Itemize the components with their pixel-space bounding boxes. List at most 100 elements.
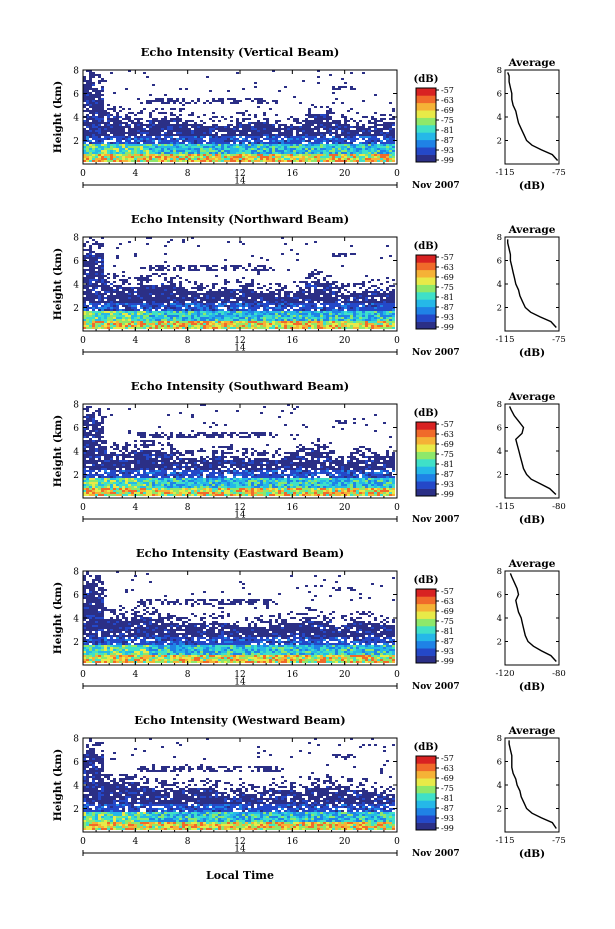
month-label: Nov 2007 <box>412 682 460 692</box>
colorbar-frame <box>415 254 437 330</box>
x-tick-label: 16 <box>287 503 299 513</box>
colorbar-swatch <box>416 640 436 649</box>
colorbar-tick-label: -99 <box>441 156 454 165</box>
y-tick-label: 2 <box>73 137 79 147</box>
colorbar-tick-label: -87 <box>441 136 454 145</box>
x-tick-label: 20 <box>339 837 351 847</box>
colorbar-swatch <box>416 626 436 634</box>
x-tick-label: 0 <box>394 169 400 179</box>
average-x-tick-label: -80 <box>552 669 566 679</box>
average-frame <box>504 570 560 666</box>
average-y-tick-label: 8 <box>497 66 502 76</box>
average-y-tick-label: 4 <box>497 280 502 290</box>
colorbar-swatch <box>416 596 436 605</box>
colorbar-swatch <box>416 117 436 126</box>
average-y-tick-label: 6 <box>497 257 502 267</box>
colorbar-swatch <box>416 102 436 111</box>
colorbar-tick-label: -81 <box>441 794 454 803</box>
colorbar-swatch <box>416 262 436 271</box>
x-tick-label: 8 <box>185 336 191 346</box>
colorbar-swatch <box>416 422 436 430</box>
colorbar-swatch <box>416 589 436 597</box>
colorbar-swatch <box>416 255 436 263</box>
x-tick-label: 12 <box>234 336 245 346</box>
colorbar-frame <box>415 87 437 163</box>
average-profile-line <box>507 72 559 161</box>
y-axis-label: Height (km) <box>52 248 64 320</box>
colorbar-swatch <box>416 451 436 460</box>
average-title: Average <box>508 224 556 236</box>
colorbar-tick-label: -75 <box>441 617 454 626</box>
colorbar-swatch <box>416 125 436 133</box>
colorbar-tick-label: -63 <box>441 430 454 439</box>
colorbar-tick-label: -93 <box>441 146 454 155</box>
colorbar-tick-label: -81 <box>441 126 454 135</box>
date-label: 14 <box>234 845 246 855</box>
x-tick-label: 20 <box>339 169 351 179</box>
month-label: Nov 2007 <box>412 348 460 358</box>
average-y-tick-label: 2 <box>497 304 502 314</box>
x-tick-label: 12 <box>234 837 245 847</box>
panel-5: Echo Intensity (Westward Beam) 2 4 6 8 Height… <box>52 713 566 860</box>
colorbar-frame <box>415 755 437 831</box>
panel-4: Echo Intensity (Eastward Beam) 2 4 6 8 Height… <box>52 546 566 693</box>
colorbar-swatch <box>416 473 436 482</box>
colorbar-swatch <box>416 154 436 163</box>
x-tick-label: 20 <box>339 670 351 680</box>
heatmap-field <box>83 571 395 663</box>
colorbar-frame <box>415 588 437 664</box>
y-axis-label: Height (km) <box>52 582 64 654</box>
x-tick-label: 0 <box>394 670 400 680</box>
colorbar-swatch <box>416 807 436 816</box>
colorbar-swatch <box>416 778 436 786</box>
average-x-tick-label: -115 <box>495 335 514 345</box>
colorbar-swatch <box>416 800 436 809</box>
colorbar-swatch <box>416 648 436 656</box>
date-label: 14 <box>234 678 246 688</box>
colorbar-swatch <box>416 763 436 772</box>
y-tick-label: 6 <box>73 90 79 100</box>
colorbar-tick-label: -63 <box>441 263 454 272</box>
average-title: Average <box>508 725 556 737</box>
x-tick-label: 16 <box>287 837 299 847</box>
average-x-tick-label: -115 <box>495 168 514 178</box>
average-y-tick-label: 6 <box>497 90 502 100</box>
average-frame <box>504 236 560 332</box>
average-x-label: (dB) <box>519 514 545 526</box>
colorbar-unit: (dB) <box>414 241 439 252</box>
x-tick-label: 12 <box>234 503 245 513</box>
average-y-tick-label: 2 <box>497 638 502 648</box>
panel-2: Echo Intensity (Northward Beam) 2 4 6 8 Heigh… <box>52 212 566 359</box>
y-tick-label: 6 <box>73 758 79 768</box>
average-title: Average <box>508 57 556 69</box>
average-x-tick-label: -75 <box>552 836 566 846</box>
average-x-tick-label: -115 <box>495 836 514 846</box>
colorbar-swatch <box>416 459 436 467</box>
colorbar-tick-label: -99 <box>441 824 454 833</box>
x-tick-label: 16 <box>287 336 299 346</box>
x-tick-label: 8 <box>185 837 191 847</box>
date-label: 14 <box>234 511 246 521</box>
month-label: Nov 2007 <box>412 181 460 191</box>
average-frame <box>504 69 560 165</box>
x-axis-label: Local Time <box>206 869 274 882</box>
colorbar-swatch <box>416 147 436 155</box>
heatmap-field <box>83 237 395 329</box>
colorbar-tick-label: -69 <box>441 607 454 616</box>
colorbar-swatch <box>416 822 436 831</box>
colorbar-tick-label: -99 <box>441 490 454 499</box>
x-tick-label: 4 <box>132 336 138 346</box>
panel-title: Echo Intensity (Westward Beam) <box>134 713 345 727</box>
date-label: 14 <box>234 177 246 187</box>
colorbar-tick-label: -69 <box>441 273 454 282</box>
x-tick-label: 8 <box>185 503 191 513</box>
colorbar-tick-label: -87 <box>441 470 454 479</box>
x-tick-label: 0 <box>80 670 86 680</box>
x-tick-label: 4 <box>132 503 138 513</box>
average-y-tick-label: 4 <box>497 781 502 791</box>
colorbar-swatch <box>416 429 436 438</box>
average-profile-line <box>509 573 557 662</box>
colorbar-tick-label: -75 <box>441 283 454 292</box>
colorbar-swatch <box>416 314 436 322</box>
y-tick-label: 6 <box>73 257 79 267</box>
